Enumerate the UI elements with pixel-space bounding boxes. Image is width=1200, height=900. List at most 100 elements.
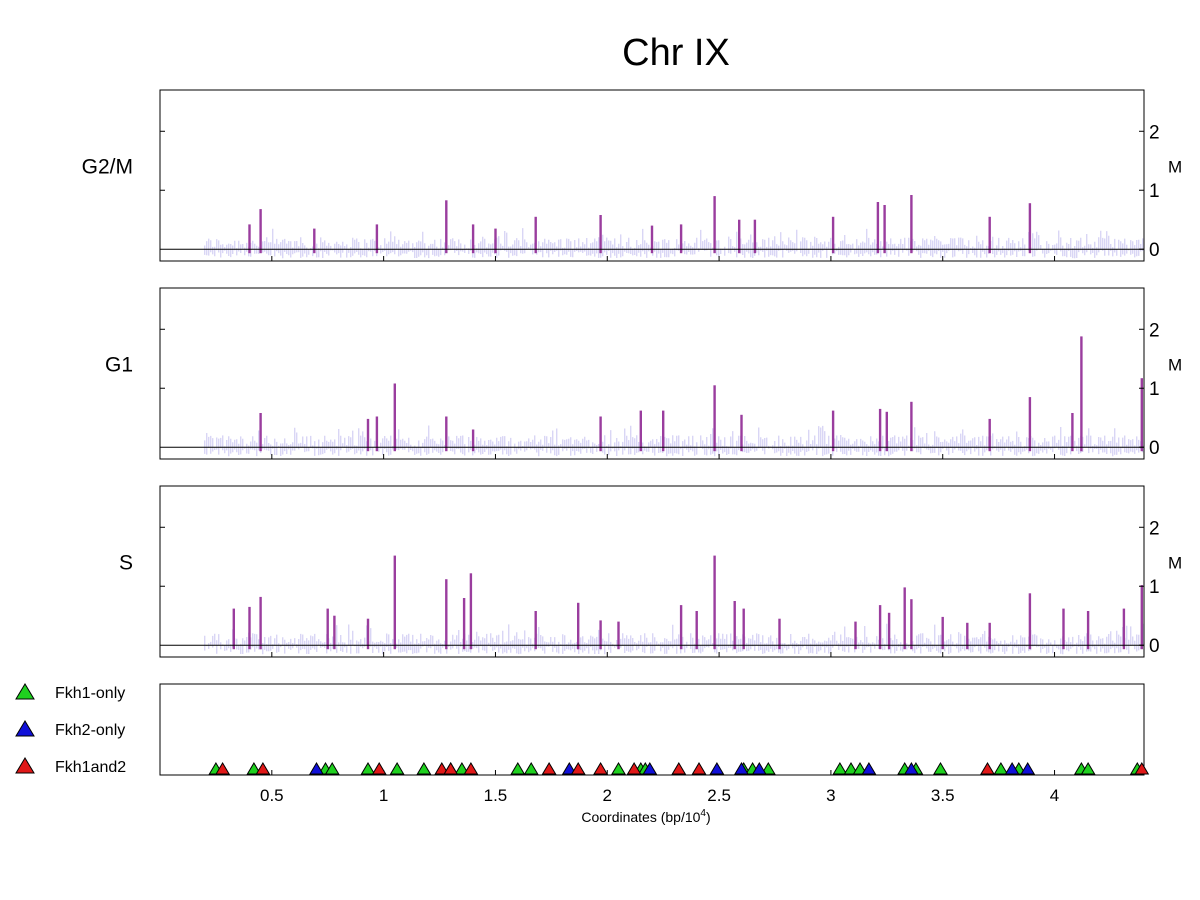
peak-bar	[1140, 378, 1143, 452]
panel-g2-m: 0 1 2M G2/M	[82, 89, 1182, 262]
peak-bar	[393, 383, 396, 452]
panel-label: G1	[105, 354, 133, 377]
legend-marker-fkh2-only	[15, 720, 35, 737]
peak-bar	[326, 608, 329, 650]
peak-bar	[1028, 593, 1032, 650]
legend-marker-fkh1and2	[15, 757, 35, 774]
motif-marker-fkh1-only	[611, 762, 626, 775]
x-axis-label: Coordinates (bp/104)	[581, 808, 710, 825]
motif-panel: 0.5 1 1.5 2 2.5 3 3.5 4	[159, 683, 1150, 805]
peak-bar	[910, 599, 913, 650]
chart-title: Chr IX	[622, 32, 730, 74]
peak-bar	[1028, 203, 1032, 254]
motif-marker-fkh1and2	[443, 762, 459, 775]
motif-marker-fkh2-only	[1004, 762, 1020, 775]
peak-bar	[941, 616, 944, 650]
peak-bar	[534, 216, 537, 254]
x-tick-label: 3	[826, 786, 835, 805]
motif-marker-fkh1and2	[570, 762, 586, 775]
peak-bar	[1122, 608, 1126, 650]
motif-marker-fkh2-only	[309, 762, 324, 775]
peak-bar	[831, 216, 835, 254]
peak-bar	[910, 195, 913, 254]
peak-bar	[1028, 397, 1032, 452]
motif-marker-fkh1-only	[454, 762, 470, 775]
peak-bar	[753, 219, 757, 254]
peak-bar	[778, 618, 781, 650]
peak-bar	[679, 605, 683, 650]
y-tick-label: 1	[1149, 379, 1160, 400]
peak-bar	[313, 228, 316, 254]
peak-bar	[333, 615, 336, 650]
peak-bar	[1071, 413, 1074, 452]
motif-marker-fkh1and2	[434, 762, 450, 775]
peak-bar	[469, 573, 473, 650]
x-tick-label: 2.5	[707, 786, 731, 805]
peak-bar	[988, 216, 991, 254]
panel-g1: 0 1 2M G1	[105, 287, 1182, 460]
motif-marker-fkh1and2	[1134, 762, 1150, 775]
motif-marker-fkh1and2	[215, 762, 230, 775]
peak-bar	[366, 418, 370, 452]
y-tick-label: 0	[1149, 636, 1160, 657]
peak-bar	[259, 413, 262, 452]
peak-bar	[662, 410, 665, 452]
motif-marker-fkh1-only	[760, 762, 776, 775]
motif-marker-fkh2-only	[751, 762, 767, 775]
panel-frame	[159, 287, 1145, 460]
motif-marker-fkh1-only	[523, 762, 539, 775]
peak-bar	[742, 608, 745, 650]
peak-bar	[462, 598, 466, 650]
peak-bar	[740, 414, 743, 452]
motif-marker-fkh2-only	[904, 762, 919, 775]
peak-bar	[966, 622, 969, 650]
peak-bar	[988, 418, 991, 452]
motif-marker-fkh1-only	[852, 762, 868, 775]
x-tick-label: 0.5	[260, 786, 284, 805]
peak-bar	[471, 429, 475, 452]
peak-bar	[366, 618, 370, 650]
peak-bar	[713, 385, 716, 452]
background-signal	[204, 623, 1144, 655]
peak-bar	[885, 411, 888, 452]
y-tick-label: 0	[1149, 438, 1160, 459]
y-unit-label: M	[1168, 158, 1182, 177]
peak-bar	[878, 605, 882, 650]
y-unit-label: M	[1168, 554, 1182, 573]
motif-marker-fkh2-only	[561, 762, 577, 775]
y-tick-label: 0	[1149, 240, 1160, 261]
motif-marker-fkh1and2	[541, 762, 557, 775]
peak-bar	[679, 224, 683, 254]
y-tick-label: 1	[1149, 577, 1160, 598]
panel-frame	[159, 485, 1145, 658]
x-tick-label: 2	[603, 786, 612, 805]
motif-marker-fkh1and2	[255, 762, 271, 775]
motif-marker-fkh1-only	[843, 762, 859, 775]
motif-marker-fkh1-only	[389, 762, 405, 775]
motif-marker-fkh1-only	[416, 762, 432, 775]
peak-bar	[988, 622, 991, 650]
motif-marker-fkh1-only	[324, 762, 340, 775]
y-tick-label: 2	[1149, 518, 1160, 539]
peak-bar	[599, 215, 602, 254]
x-tick-label: 1	[379, 786, 388, 805]
motif-marker-fkh1-only	[933, 762, 948, 775]
peak-bar	[1140, 585, 1143, 650]
motif-marker-fkh1-only	[360, 762, 376, 775]
peak-bar	[887, 612, 891, 650]
peak-bar	[445, 579, 448, 650]
peak-bar	[375, 224, 379, 254]
peak-bar	[617, 621, 620, 650]
legend-label: Fkh1-only	[55, 685, 125, 702]
motif-marker-fkh1and2	[371, 762, 387, 775]
peak-bar	[910, 401, 913, 452]
peak-bar	[1080, 336, 1083, 452]
motif-marker-fkh1-only	[246, 762, 262, 775]
motif-marker-fkh2-only	[1020, 762, 1036, 775]
peak-bar	[650, 225, 654, 254]
legend-marker-fkh1-only	[15, 683, 35, 700]
motif-marker-fkh2-only	[642, 762, 658, 775]
peak-bar	[577, 602, 580, 650]
legend-label: Fkh2-only	[55, 722, 125, 739]
